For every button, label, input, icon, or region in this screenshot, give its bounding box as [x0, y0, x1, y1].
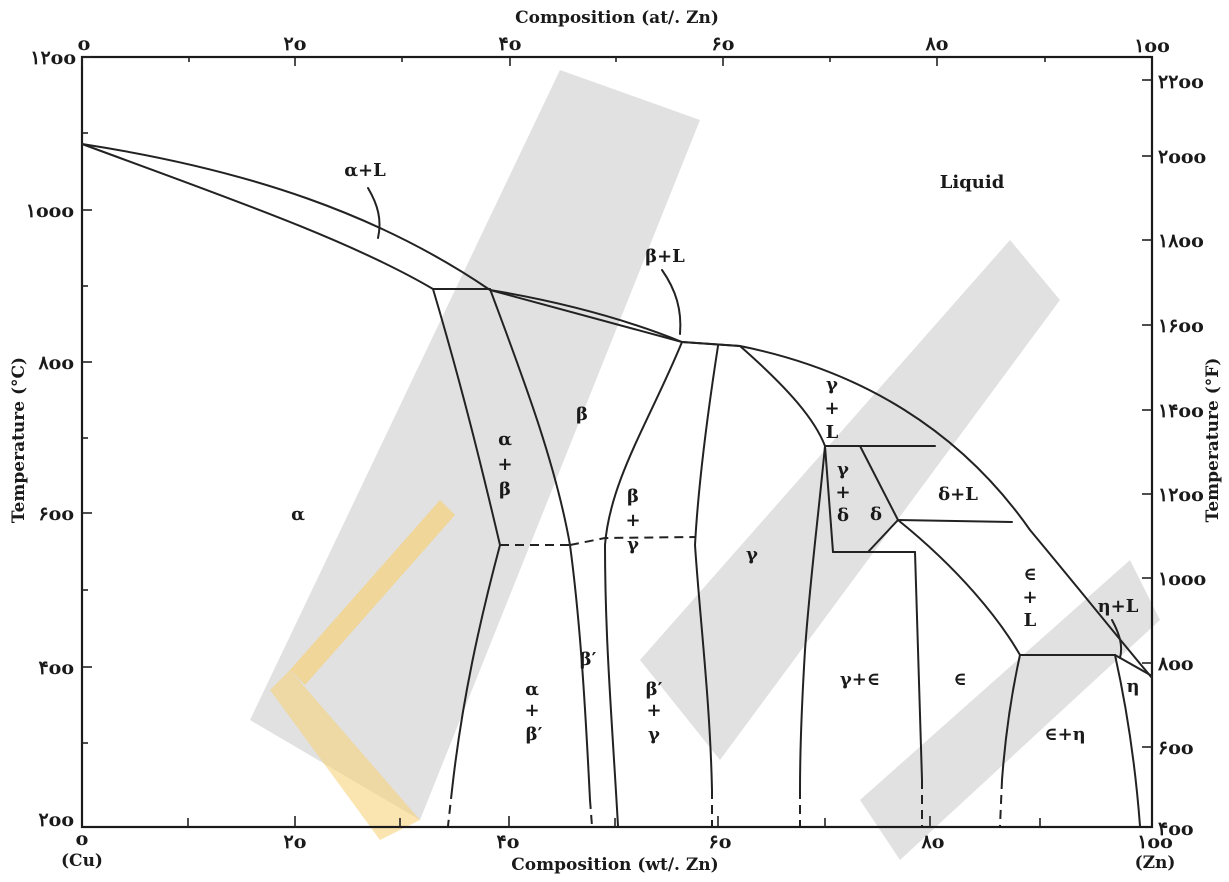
svg-text:o: o: [76, 828, 89, 850]
liquidus-line: [81, 143, 1153, 679]
label-beta: β: [576, 404, 588, 425]
svg-text:۱oo: ۱oo: [1137, 831, 1173, 853]
label-delta-L: δ+L: [938, 484, 978, 505]
phase-boundaries: [81, 143, 1153, 827]
label-delta: δ: [870, 504, 882, 525]
label-eta: η: [1126, 676, 1139, 697]
svg-text:۴o: ۴o: [497, 831, 520, 853]
alpha-solvus: [432, 288, 501, 791]
label-gamma-L-3: L: [826, 422, 839, 443]
label-eps-L-1: ∈: [1023, 564, 1036, 585]
label-alpha: α: [291, 504, 305, 525]
svg-text:۶oo: ۶oo: [1158, 737, 1194, 759]
label-alpha-betap-1: α: [525, 679, 539, 700]
label-eps-L-3: L: [1024, 610, 1037, 631]
label-gamma: γ: [746, 544, 758, 565]
plot-frame: [80, 55, 1154, 829]
left-axis-title: Temperature (°C): [9, 357, 29, 523]
annotation-arrows: [367, 187, 1123, 659]
top-axis-title: Composition (at/. Zn): [515, 8, 719, 28]
label-gamma-delta-1: γ: [837, 459, 849, 480]
svg-text:۱oo: ۱oo: [1134, 35, 1170, 57]
label-beta-prime: β′: [580, 649, 597, 670]
zn-end-label: (Zn): [1135, 853, 1176, 873]
label-alpha-L: α+L: [344, 160, 386, 181]
alpha-solvus-extension: [447, 789, 453, 827]
bottom-tick-labels: o ۲o ۴o ۶o ۸o ۱oo (Cu) (Zn): [61, 828, 1175, 873]
alpha-solidus: [81, 143, 434, 290]
svg-text:۶o: ۶o: [709, 831, 732, 853]
label-betap-gamma-3: γ: [648, 724, 660, 745]
label-alpha-betap-3: β′: [526, 724, 543, 745]
label-betap-gamma-2: +: [646, 700, 661, 721]
label-gamma-delta-3: δ: [837, 505, 849, 526]
label-alpha-beta-3: β: [499, 479, 511, 500]
svg-text:۱۲oo: ۱۲oo: [1158, 484, 1204, 506]
label-alpha-beta-2: +: [497, 454, 512, 475]
label-alpha-beta-1: α: [498, 429, 512, 450]
watermark: [250, 70, 1160, 860]
svg-text:۲۲oo: ۲۲oo: [1158, 71, 1204, 93]
label-eps: ∈: [953, 669, 966, 690]
svg-text:۱۲oo: ۱۲oo: [30, 47, 76, 69]
svg-text:۸oo: ۸oo: [37, 352, 74, 374]
svg-text:۶o: ۶o: [712, 33, 735, 55]
label-beta-gamma-1: β: [627, 486, 639, 507]
label-alpha-betap-2: +: [524, 700, 539, 721]
right-tick-labels: ۲۲oo ۲ooo ۱۸oo ۱۶oo ۱۴oo ۱۲oo ۱ooo ۸oo ۶…: [1157, 71, 1206, 840]
label-eps-eta: ∈+η: [1044, 724, 1086, 745]
svg-text:o: o: [78, 33, 91, 55]
svg-text:۱ooo: ۱ooo: [26, 200, 74, 222]
axis-ticks: [81, 56, 1152, 827]
label-gamma-L-1: γ: [826, 374, 838, 395]
svg-text:۸o: ۸o: [921, 831, 945, 853]
label-beta-gamma-2: +: [625, 510, 640, 531]
svg-text:۱۶oo: ۱۶oo: [1158, 315, 1204, 337]
label-beta-gamma-3: γ: [627, 534, 639, 555]
label-liquid: Liquid: [940, 172, 1005, 193]
svg-text:۴oo: ۴oo: [38, 657, 74, 679]
label-eta-L: η+L: [1098, 596, 1139, 617]
svg-text:۴oo: ۴oo: [1158, 818, 1194, 840]
cu-end-label: (Cu): [61, 851, 103, 871]
bottom-axis-title: Composition (wt/. Zn): [511, 855, 718, 875]
label-beta-L: β+L: [645, 246, 685, 267]
left-tick-labels: ۱۲oo ۱ooo ۸oo ۶oo ۴oo ۲oo: [26, 47, 76, 831]
top-tick-labels: o ۲o ۴o ۶o ۸o ۱oo: [78, 33, 1170, 57]
svg-text:۴o: ۴o: [499, 33, 522, 55]
svg-text:۱ooo: ۱ooo: [1158, 568, 1206, 590]
svg-text:۶oo: ۶oo: [38, 503, 74, 525]
svg-text:۱۴oo: ۱۴oo: [1158, 400, 1204, 422]
svg-text:۱۸oo: ۱۸oo: [1158, 230, 1204, 252]
svg-text:۲o: ۲o: [284, 33, 307, 55]
label-gamma-eps: γ+∈: [840, 669, 880, 690]
right-axis-title: Temperature (°F): [1203, 358, 1223, 523]
svg-text:۸oo: ۸oo: [1157, 653, 1194, 675]
region-labels: α+L Liquid β+L β α α + β β + γ γ γ + L γ…: [291, 160, 1139, 745]
label-gamma-delta-2: +: [835, 482, 850, 503]
svg-text:۲o: ۲o: [284, 831, 307, 853]
svg-text:۸o: ۸o: [925, 33, 949, 55]
svg-text:۲ooo: ۲ooo: [1158, 146, 1206, 168]
label-betap-gamma-1: β′: [646, 679, 663, 700]
svg-text:۲oo: ۲oo: [38, 809, 74, 831]
label-gamma-L-2: +: [824, 398, 839, 419]
label-eps-L-2: +: [1022, 587, 1037, 608]
